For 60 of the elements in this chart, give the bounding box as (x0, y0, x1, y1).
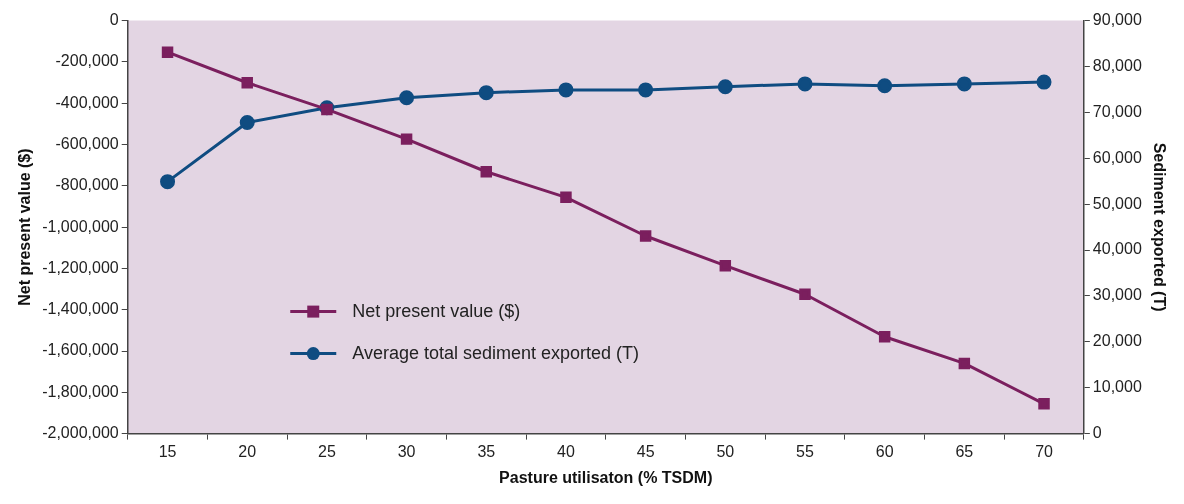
point (638, 82, 654, 98)
y2-tick-label: 60,000 (1092, 148, 1142, 166)
y-tick-label: 0 (109, 11, 119, 29)
point (878, 331, 891, 343)
point (161, 46, 174, 58)
point (639, 230, 652, 242)
y-tick-label: -400,000 (55, 93, 119, 111)
y2-axis-title: Sediment exported (T) (1150, 142, 1168, 312)
point (400, 133, 413, 145)
point (956, 76, 972, 92)
x-tick-label: 70 (1035, 442, 1054, 460)
point (797, 76, 813, 92)
point (799, 288, 811, 300)
y2-tick-label: 90,000 (1092, 11, 1142, 29)
y2-tick-label: 80,000 (1092, 56, 1142, 74)
x-tick-label: 45 (636, 442, 655, 460)
x-tick-label: 40 (557, 442, 575, 460)
point (958, 357, 971, 370)
legend-label: Average total sediment exported (T) (352, 342, 640, 363)
y-tick-label: -1,800,000 (42, 382, 119, 400)
y-tick-label: -1,200,000 (42, 258, 119, 276)
point (160, 174, 176, 190)
point (560, 191, 572, 204)
y-tick-label: -1,000,000 (42, 217, 119, 235)
point (480, 166, 493, 178)
y-tick-label: -2,000,000 (42, 424, 119, 442)
x-tick-label: 30 (397, 442, 416, 460)
y2-tick-label: 40,000 (1092, 240, 1142, 258)
point (239, 114, 255, 130)
point (877, 78, 893, 94)
point (399, 90, 415, 106)
x-tick-label: 50 (716, 442, 735, 460)
point (717, 79, 733, 95)
x-tick-label: 15 (158, 442, 177, 460)
x-tick-label: 60 (875, 442, 894, 460)
y-tick-label: -1,600,000 (42, 341, 119, 359)
y2-tick-label: 20,000 (1092, 332, 1142, 350)
x-tick-label: 25 (318, 442, 336, 460)
x-tick-label: 65 (955, 442, 974, 460)
y2-tick-label: 10,000 (1092, 378, 1142, 396)
point (719, 259, 732, 272)
y2-tick-label: 0 (1092, 424, 1102, 442)
point (1038, 398, 1050, 410)
x-tick-label: 35 (477, 442, 496, 460)
legend-label: Net present value ($) (352, 300, 521, 321)
y-tick-label: -600,000 (55, 134, 119, 152)
point (241, 77, 253, 89)
point (478, 85, 494, 101)
y2-tick-label: 50,000 (1092, 194, 1142, 212)
y-axis-title: Net present value ($) (16, 148, 34, 306)
point (558, 82, 574, 98)
y2-tick-label: 30,000 (1092, 286, 1142, 304)
x-tick-label: 20 (238, 442, 257, 460)
y-tick-label: -800,000 (55, 176, 119, 194)
x-axis-title: Pasture utilisaton (% TSDM) (499, 468, 713, 486)
y2-tick-label: 70,000 (1092, 102, 1142, 120)
y-tick-label: -200,000 (55, 52, 119, 70)
y-tick-label: -1,400,000 (42, 300, 119, 318)
point (1036, 74, 1052, 90)
x-tick-label: 55 (796, 442, 814, 460)
